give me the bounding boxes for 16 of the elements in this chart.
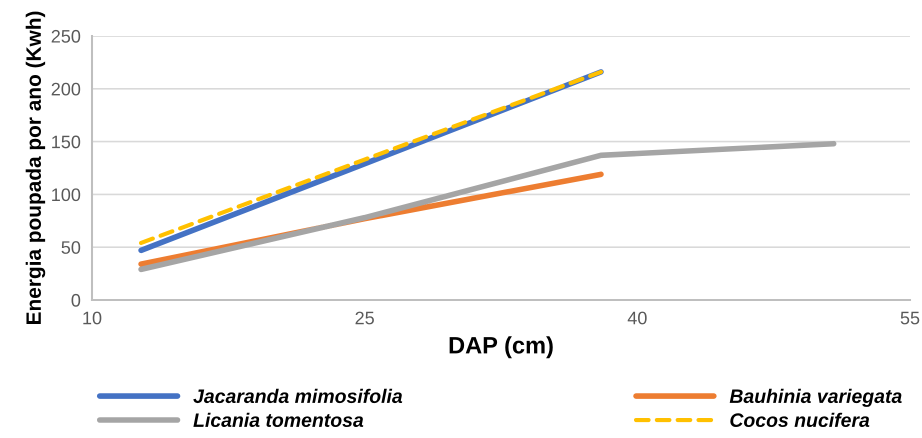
y-tick-label: 0 — [72, 294, 80, 307]
y-tick-label: 150 — [52, 136, 80, 148]
y-tick-label: 200 — [52, 82, 80, 96]
x-tick-label: 10 — [83, 312, 102, 324]
y-axis-title: Energia poupada por ano (Kwh) — [26, 12, 46, 324]
x-tick-label: 55 — [900, 312, 920, 324]
x-axis-title: DAP (cm) — [450, 336, 553, 358]
legend-label: Cocos nucifera — [730, 412, 870, 428]
legend-label: Jacaranda mimosifolia — [193, 388, 402, 404]
x-tick-label: 40 — [628, 312, 647, 324]
legend-label: Bauhinia variegata — [730, 388, 902, 407]
x-tick-label: 25 — [356, 312, 374, 324]
y-tick-label: 50 — [62, 241, 80, 254]
y-tick-label: 100 — [52, 188, 80, 202]
legend-label: Licania tomentosa — [193, 412, 364, 428]
y-tick-label: 250 — [52, 30, 80, 43]
